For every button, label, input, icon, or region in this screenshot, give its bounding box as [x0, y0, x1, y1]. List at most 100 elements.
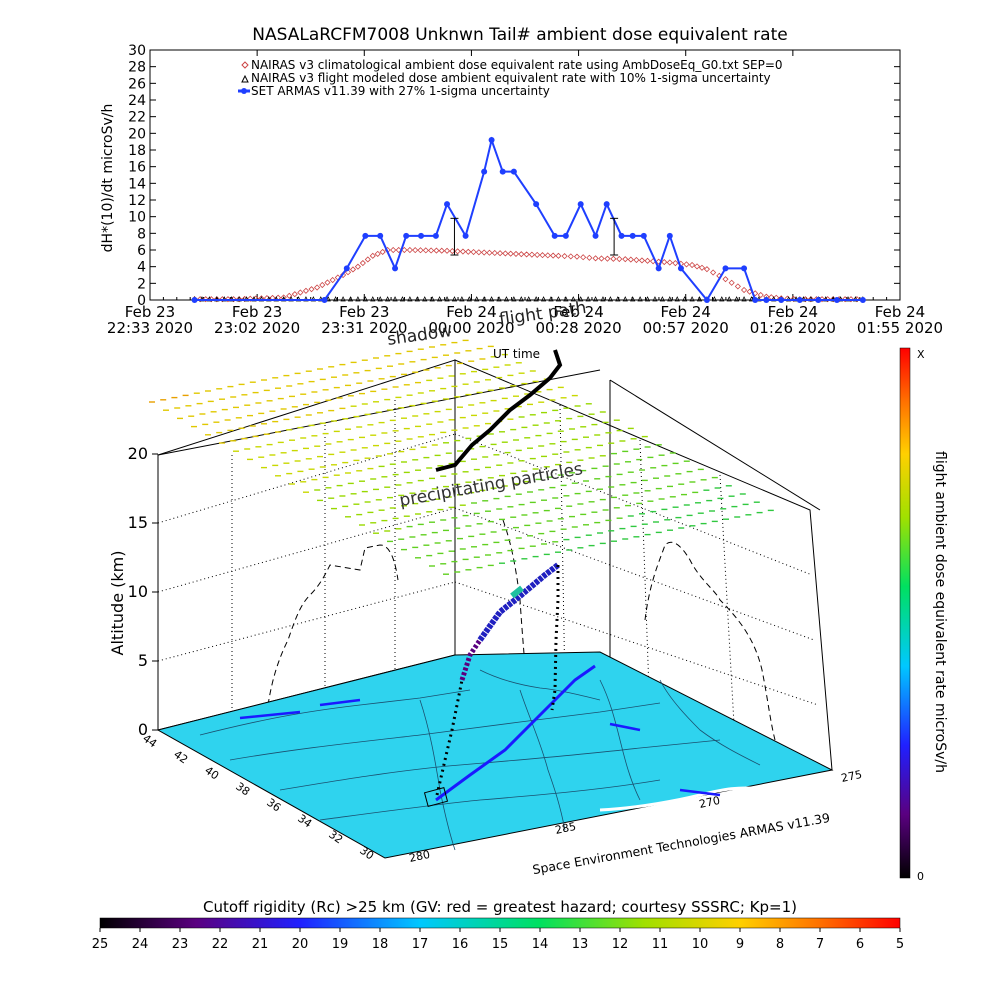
data-point-armas [377, 232, 384, 239]
data-point-armas [815, 297, 822, 303]
data-point-nairas-clim [369, 252, 376, 259]
data-point-armas [722, 265, 729, 272]
data-point-nairas-flight [377, 296, 383, 302]
map-floor [156, 651, 834, 859]
data-point-nairas-flight [444, 296, 450, 302]
bottom-colorbar-tick-label: 15 [492, 937, 509, 952]
data-point-armas [343, 265, 350, 272]
x-tick-label-time: 00:00 2020 [428, 319, 514, 337]
data-point-nairas-flight [451, 296, 458, 302]
data-point-armas [763, 297, 770, 303]
bottom-colorbar-tick-label: 19 [332, 937, 349, 952]
data-point-nairas-clim [802, 296, 809, 303]
top-edge [609, 379, 821, 511]
data-point-armas [796, 297, 803, 303]
latitude-tick-label: 38 [233, 780, 252, 799]
data-point-nairas-flight [362, 296, 368, 302]
data-point-nairas-clim [314, 284, 321, 291]
x-tick-label-time: 22:33 2020 [107, 319, 193, 337]
data-point-nairas-flight [436, 296, 443, 302]
data-point-armas [481, 168, 488, 175]
data-point-armas [592, 232, 599, 239]
data-point-nairas-flight [429, 296, 435, 302]
data-point-nairas-clim [422, 247, 429, 254]
river-segments [239, 698, 721, 797]
data-point-nairas-clim [644, 257, 651, 264]
data-point-nairas-flight [689, 296, 695, 302]
longitude-tick-label: 285 [554, 820, 577, 837]
data-point-nairas-flight [592, 296, 599, 302]
data-point-armas [510, 168, 517, 175]
bottom-colorbar-tick-label: 22 [212, 937, 229, 952]
data-point-nairas-clim [202, 296, 209, 303]
data-point-nairas-flight [392, 296, 398, 302]
data-point-nairas-clim [638, 257, 646, 264]
data-point-nairas-flight [630, 296, 636, 302]
x-tick-label-time: 23:31 2020 [321, 319, 407, 337]
data-point-nairas-clim [470, 248, 477, 256]
data-point-nairas-flight [696, 296, 703, 302]
data-point-nairas-flight [622, 296, 628, 302]
grid-line [719, 474, 736, 743]
flight-path-top-projection [435, 349, 563, 472]
data-point-nairas-clim [507, 250, 514, 257]
grid-line [157, 433, 456, 524]
y-tick-label: 30 [128, 43, 146, 59]
data-point-nairas-flight [511, 296, 517, 302]
z-axis-label: Altitude (km) [108, 551, 127, 656]
data-point-nairas-clim [428, 247, 435, 254]
data-point-armas [488, 137, 495, 143]
data-point-nairas-clim [491, 249, 498, 257]
data-point-nairas-clim [379, 248, 386, 256]
data-point-nairas-clim [807, 296, 814, 303]
data-point-nairas-clim [722, 276, 729, 283]
data-point-nairas-clim [354, 263, 361, 270]
longitude-tick-label: 280 [408, 848, 431, 865]
bottom-colorbar-tick-label: 8 [776, 937, 784, 952]
data-point-nairas-clim [616, 255, 623, 263]
bottom-colorbar-tick-label: 21 [252, 937, 269, 952]
bottom-colorbar-tick-label: 20 [292, 937, 309, 952]
data-point-nairas-clim [459, 248, 467, 255]
right-colorbar-gradient [899, 347, 911, 879]
data-point-armas [655, 265, 662, 272]
y-axis-label: dH*(10)/dt microSv/h [100, 104, 116, 253]
data-point-nairas-flight [563, 296, 569, 302]
label-precipitating-particles: precipitating particles [398, 459, 585, 511]
data-point-armas [551, 232, 558, 239]
data-point-nairas-clim [286, 292, 293, 299]
z-tick-label: 10 [128, 582, 148, 601]
data-point-nairas-clim [633, 256, 640, 264]
data-point-nairas-clim [502, 250, 509, 257]
data-point-armas [418, 232, 425, 239]
data-point-nairas-clim [740, 286, 748, 294]
y-tick-label: 24 [128, 93, 146, 109]
data-point-nairas-clim [661, 259, 668, 266]
data-point-nairas-clim [698, 264, 706, 271]
data-point-nairas-clim [224, 296, 232, 303]
bottom-colorbar-tick-label: 16 [452, 937, 469, 952]
legend-marker-triangle [241, 74, 249, 83]
data-point-armas [752, 297, 759, 303]
bottom-colorbar: Cutoff rigidity (Rc) >25 km (GV: red = g… [92, 898, 904, 952]
x-tick-label-date: Feb 24 [446, 303, 496, 321]
data-point-armas [191, 297, 198, 303]
data-point-nairas-flight [667, 296, 673, 302]
legend-marker-circle [241, 88, 247, 94]
data-point-nairas-clim [308, 286, 315, 293]
data-point-nairas-clim [512, 250, 520, 257]
data-point-nairas-flight [741, 296, 747, 302]
airport-marker [423, 787, 449, 807]
data-point-nairas-flight [570, 296, 576, 302]
y-tick-label: 26 [128, 76, 146, 92]
data-point-armas [833, 297, 840, 303]
data-point-nairas-flight [600, 296, 606, 302]
longitude-tick-label: 275 [840, 768, 863, 785]
data-point-nairas-clim [567, 253, 574, 260]
data-point-nairas-flight [644, 296, 651, 302]
bottom-colorbar-tick-label: 6 [856, 937, 864, 952]
data-point-nairas-clim [417, 247, 424, 254]
x-tick-label-date: Feb 24 [661, 303, 711, 321]
